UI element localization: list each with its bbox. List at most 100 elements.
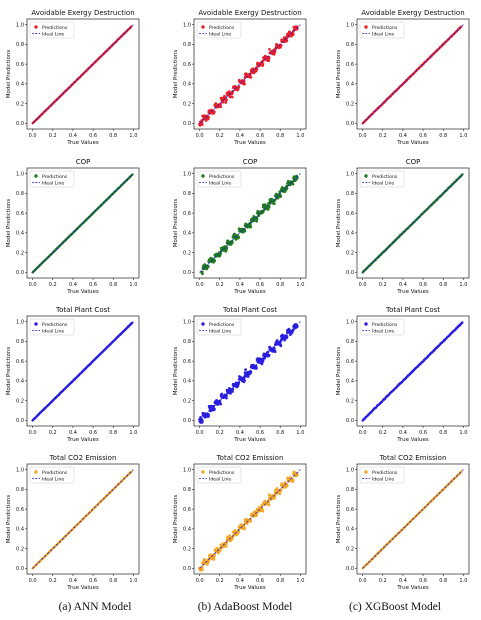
prediction-point	[243, 379, 247, 383]
prediction-point	[288, 30, 291, 34]
prediction-point	[201, 419, 204, 423]
prediction-point	[219, 252, 223, 255]
subplot-xgboost-2: COP 0.0 0.2 0.4 0.6 0.8 1.0 0.0 0.2 0.4 0.6 0.8 1.0 T…	[336, 158, 470, 295]
legend-box	[196, 170, 242, 188]
x-tick-label: 0.0	[196, 133, 204, 139]
prediction-point	[285, 186, 289, 190]
y-tick-label: 0.4	[183, 231, 191, 237]
prediction-point	[275, 339, 279, 342]
x-tick-label: 0.4	[236, 282, 244, 288]
x-tick-label: 0.2	[379, 578, 387, 584]
x-tick-label: 1.0	[296, 430, 304, 436]
prediction-point	[206, 265, 210, 269]
prediction-point	[267, 206, 271, 209]
legend-label-ideal: Ideal Line	[372, 476, 394, 482]
y-tick-label: 0.4	[346, 231, 354, 237]
x-tick-label: 0.6	[419, 282, 427, 288]
y-tick-label: 1.0	[16, 171, 24, 177]
legend-label-ideal: Ideal Line	[209, 180, 231, 186]
x-tick-label: 1.0	[296, 133, 304, 139]
x-tick-label: 0.0	[196, 282, 204, 288]
legend-marker-predictions	[34, 174, 38, 178]
prediction-point	[291, 478, 295, 482]
prediction-point	[249, 225, 253, 229]
x-tick-label: 0.0	[359, 578, 367, 584]
x-tick-label: 0.8	[439, 133, 447, 139]
x-tick-label: 0.2	[216, 430, 224, 436]
legend-box	[196, 21, 242, 39]
prediction-point	[278, 190, 282, 194]
y-tick-label: 0.4	[183, 379, 191, 385]
y-tick-label: 1.0	[183, 467, 191, 473]
x-tick-label: 0.2	[379, 133, 387, 139]
legend-label-predictions: Predictions	[372, 322, 398, 328]
prediction-point	[213, 554, 217, 557]
caption-adaboost: (b) AdaBoost Model	[197, 601, 293, 613]
y-tick-label: 0.0	[183, 566, 191, 572]
x-tick-label: 0.6	[89, 578, 97, 584]
y-tick-label: 0.4	[183, 527, 191, 533]
y-tick-label: 0.8	[16, 42, 24, 48]
prediction-point	[246, 375, 250, 378]
x-tick-label: 0.4	[69, 430, 77, 436]
x-tick-label: 0.0	[196, 430, 204, 436]
legend-box	[359, 318, 405, 336]
prediction-point	[219, 105, 223, 109]
x-tick-label: 1.0	[129, 578, 137, 584]
y-tick-label: 0.0	[16, 566, 24, 572]
prediction-point	[219, 102, 222, 106]
x-tick-label: 0.0	[359, 133, 367, 139]
y-tick-label: 0.8	[346, 42, 354, 48]
x-tick-label: 1.0	[296, 578, 304, 584]
y-tick-label: 1.0	[183, 22, 191, 28]
y-tick-label: 0.6	[183, 211, 191, 217]
x-tick-label: 0.6	[89, 133, 97, 139]
x-tick-label: 1.0	[459, 133, 467, 139]
x-axis-label: True Values	[233, 289, 266, 295]
prediction-point	[291, 180, 295, 183]
subplot-adaboost-4: Total CO2 Emission 0.0 0.2 0.4 0.6 0.8 1.0 0.0 0…	[173, 454, 307, 591]
y-tick-label: 0.0	[183, 270, 191, 276]
legend-label-predictions: Predictions	[42, 470, 68, 476]
y-tick-label: 0.4	[16, 379, 24, 385]
x-tick-label: 0.8	[109, 133, 117, 139]
prediction-point	[223, 94, 226, 98]
y-tick-label: 0.4	[346, 379, 354, 385]
subplot-xgboost-3: Total Plant Cost 0.0 0.2 0.4 0.6 0.8 1.0 0.0 0.2…	[336, 306, 470, 443]
y-tick-label: 0.6	[346, 507, 354, 513]
x-tick-label: 0.2	[216, 578, 224, 584]
x-tick-label: 0.6	[89, 282, 97, 288]
y-tick-label: 0.2	[16, 398, 24, 404]
x-tick-label: 0.6	[256, 430, 264, 436]
caption-xgboost: (c) XGBoost Model	[349, 601, 441, 613]
x-tick-label: 1.0	[459, 430, 467, 436]
x-tick-label: 0.4	[399, 133, 407, 139]
legend-label-ideal: Ideal Line	[372, 328, 394, 334]
prediction-point	[237, 235, 241, 239]
prediction-point	[213, 407, 216, 411]
legend-label-ideal: Ideal Line	[42, 476, 64, 482]
y-tick-label: 0.0	[346, 121, 354, 127]
x-tick-label: 0.2	[49, 578, 57, 584]
y-tick-label: 1.0	[16, 22, 24, 28]
y-axis-label: Model Predictions	[6, 50, 12, 99]
prediction-point	[268, 494, 272, 498]
subplot-ann-4: Total CO2 Emission 0.0 0.2 0.4 0.6 0.8 1.0 0.0 0…	[6, 454, 140, 591]
prediction-point	[296, 473, 299, 477]
y-tick-label: 0.4	[16, 527, 24, 533]
y-tick-label: 0.2	[183, 101, 191, 107]
prediction-point	[267, 503, 271, 507]
prediction-point	[279, 43, 283, 47]
y-tick-label: 0.0	[183, 418, 191, 424]
prediction-point	[267, 354, 271, 357]
subplot-title: Total CO2 Emission	[216, 454, 284, 462]
subplot-title: Total Plant Cost	[385, 306, 440, 314]
x-axis-label: True Values	[396, 289, 429, 295]
prediction-point	[285, 483, 289, 487]
legend-marker-predictions	[364, 25, 368, 29]
prediction-point	[244, 368, 247, 372]
subplot-adaboost-1: Avoidable Exergy Destruction 0.0 0.2 0.4 0.6…	[173, 9, 307, 146]
legend-marker-predictions	[201, 322, 205, 326]
